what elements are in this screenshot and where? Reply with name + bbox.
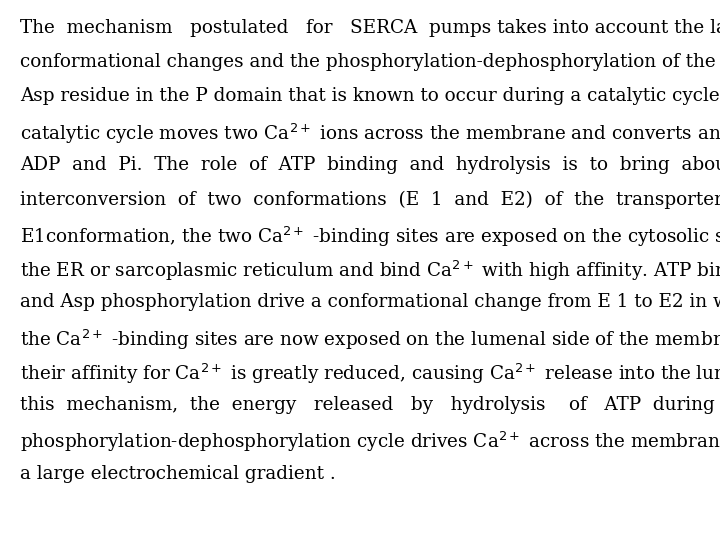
Text: Asp residue in the P domain that is known to occur during a catalytic cycle. Eac: Asp residue in the P domain that is know… [20, 87, 720, 105]
Text: interconversion  of  two  conformations  (E  1  and  E2)  of  the  transporter. : interconversion of two conformations (E … [20, 191, 720, 208]
Text: phosphorylation-dephosphorylation cycle drives Ca$^{2+}$ across the membrane aga: phosphorylation-dephosphorylation cycle … [20, 430, 720, 455]
Text: the Ca$^{2+}$ -binding sites are now exposed on the lumenal side of the membrane: the Ca$^{2+}$ -binding sites are now exp… [20, 327, 720, 352]
Text: the ER or sarcoplasmic reticulum and bind Ca$^{2+}$ with high affinity. ATP bind: the ER or sarcoplasmic reticulum and bin… [20, 259, 720, 283]
Text: The  mechanism   postulated   for   SERCA  pumps takes into account the large: The mechanism postulated for SERCA pumps… [20, 19, 720, 37]
Text: and Asp phosphorylation drive a conformational change from E 1 to E2 in which: and Asp phosphorylation drive a conforma… [20, 293, 720, 311]
Text: a large electrochemical gradient .: a large electrochemical gradient . [20, 464, 336, 483]
Text: ADP  and  Pi.  The  role  of  ATP  binding  and  hydrolysis  is  to  bring  abou: ADP and Pi. The role of ATP binding and … [20, 156, 720, 174]
Text: conformational changes and the phosphorylation-dephosphorylation of the critical: conformational changes and the phosphory… [20, 53, 720, 71]
Text: their affinity for Ca$^{2+}$ is greatly reduced, causing Ca$^{2+}$ release into : their affinity for Ca$^{2+}$ is greatly … [20, 362, 720, 386]
Text: E1conformation, the two Ca$^{2+}$ -binding sites are exposed on the cytosolic si: E1conformation, the two Ca$^{2+}$ -bindi… [20, 225, 720, 249]
Text: this  mechanism,  the  energy   released   by   hydrolysis    of   ATP  during  : this mechanism, the energy released by h… [20, 396, 720, 414]
Text: catalytic cycle moves two Ca$^{2+}$ ions across the membrane and converts an ATP: catalytic cycle moves two Ca$^{2+}$ ions… [20, 122, 720, 146]
